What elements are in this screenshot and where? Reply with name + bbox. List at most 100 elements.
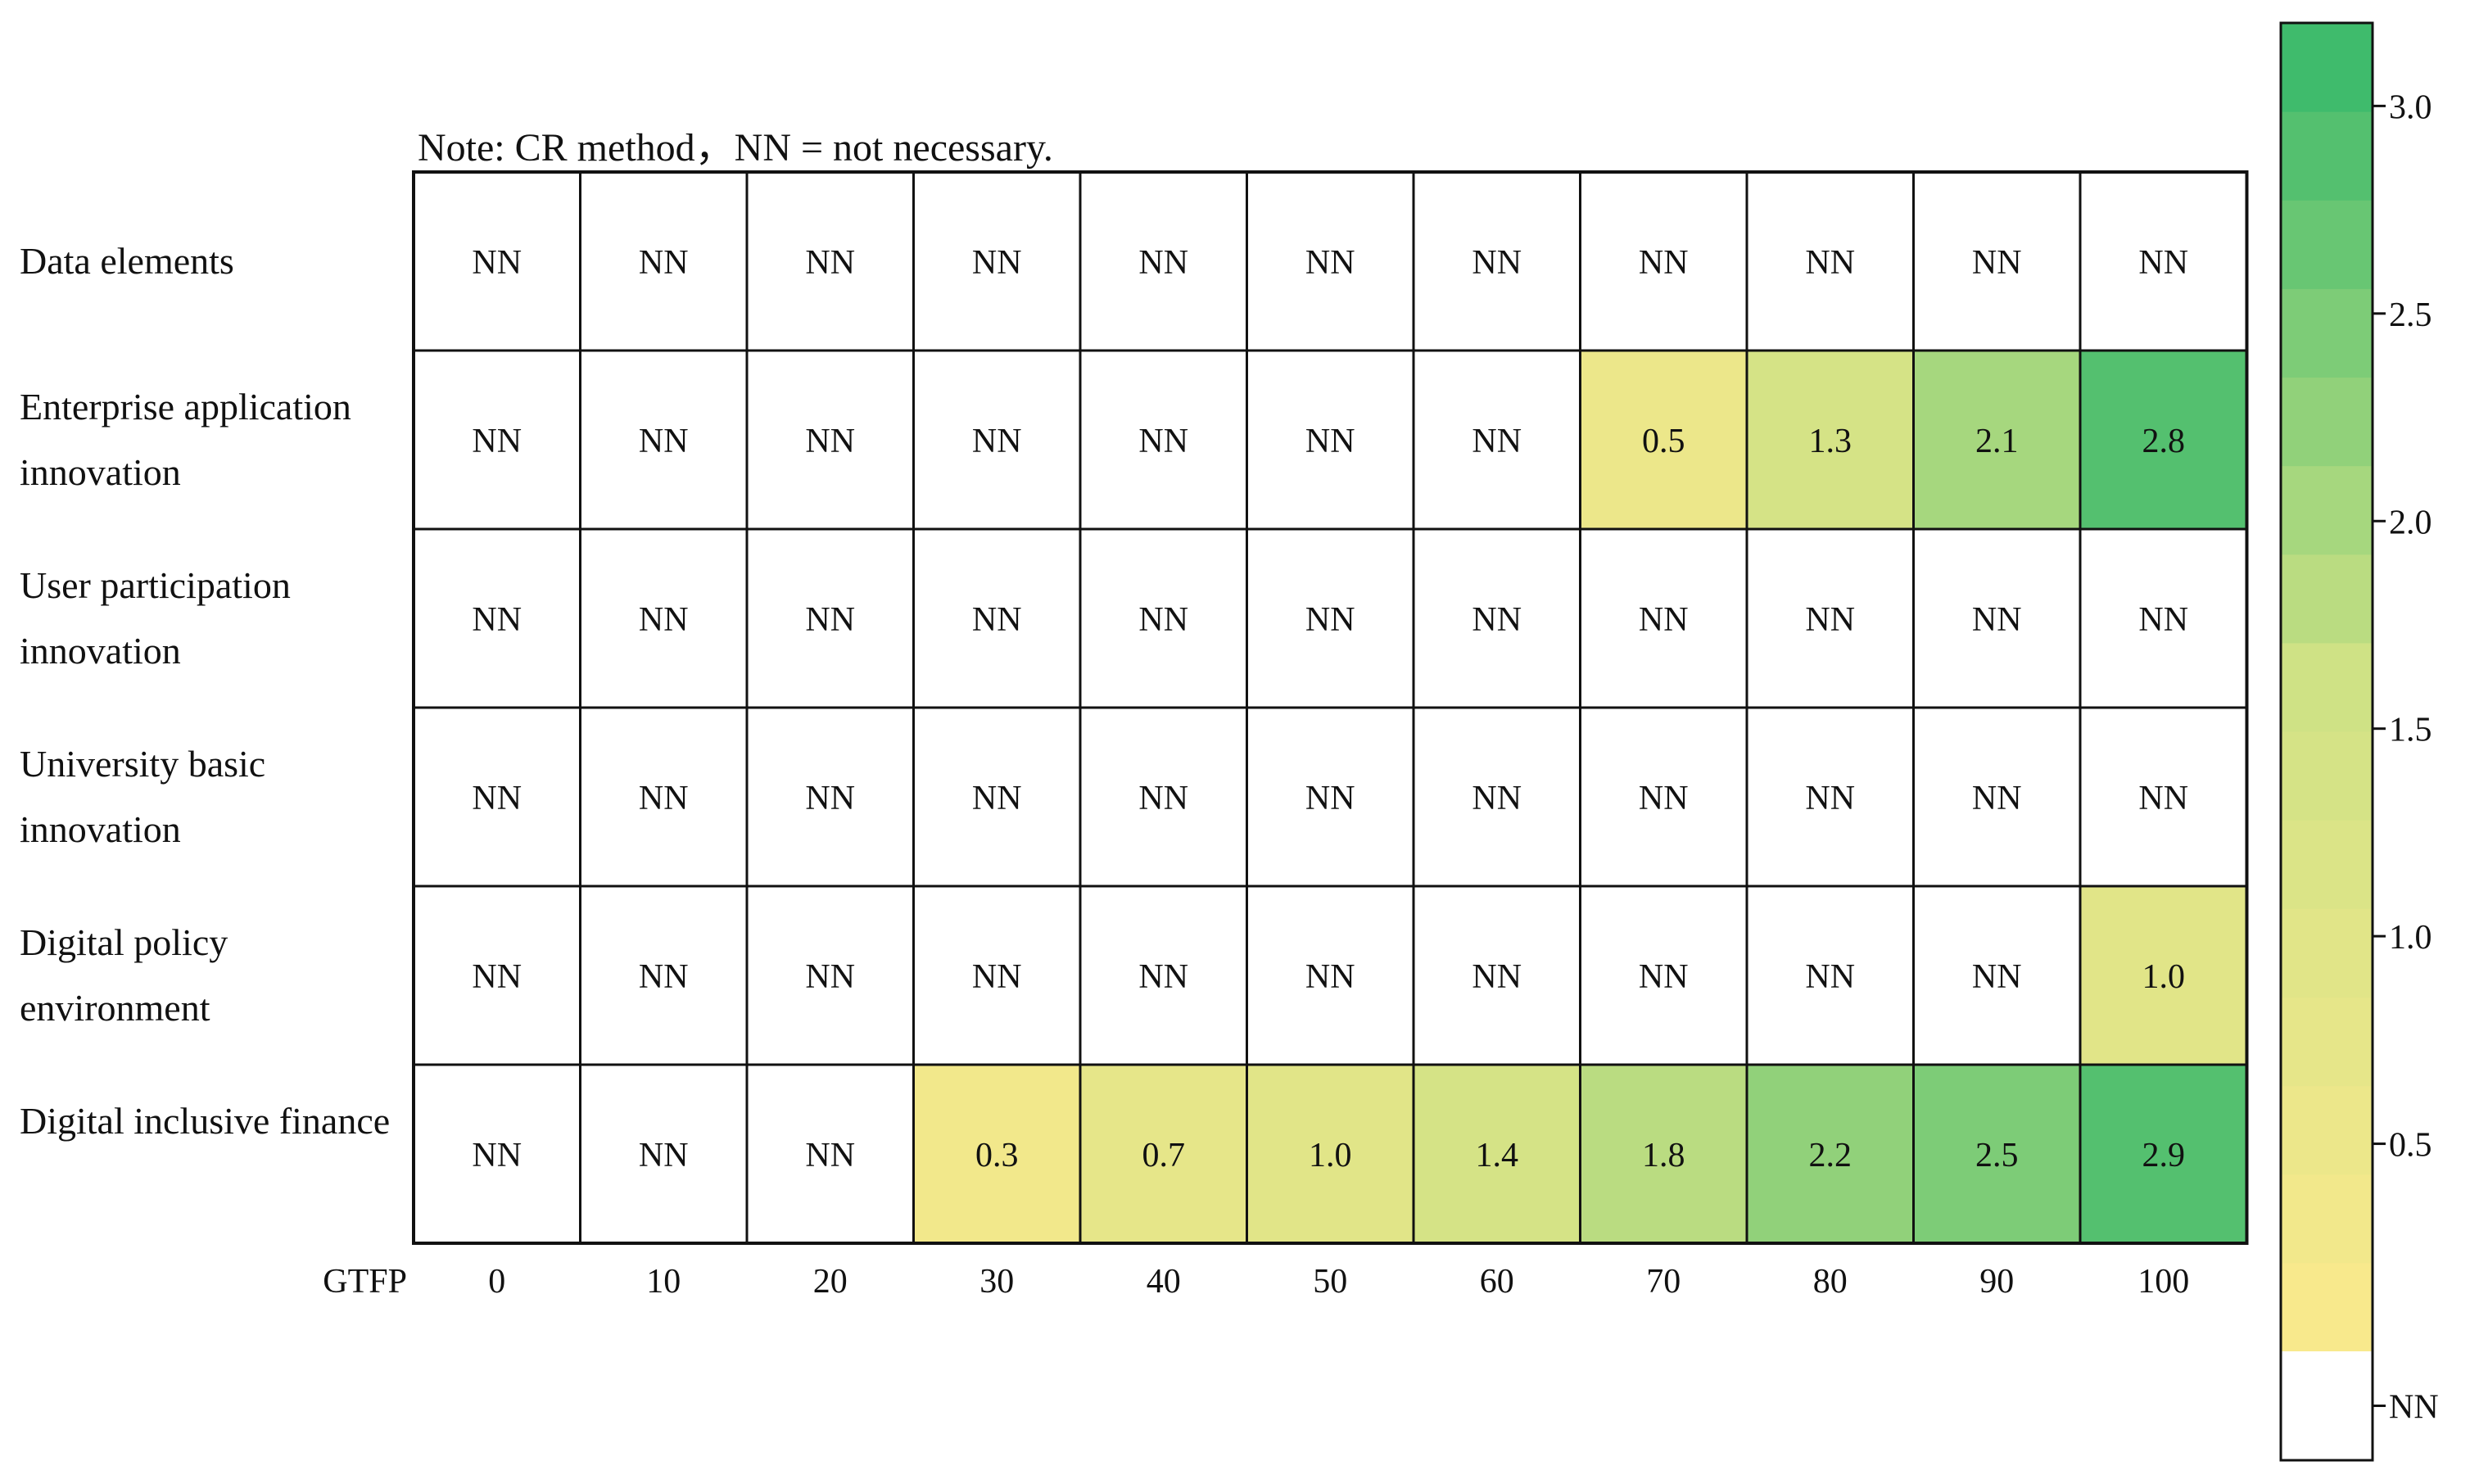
- cell-label: NN: [1472, 601, 1522, 639]
- cell-label: 1.3: [1809, 423, 1852, 460]
- heatmap-cell: [2079, 885, 2248, 1066]
- cell-label: NN: [1805, 244, 1855, 282]
- heatmap-border: [412, 170, 2249, 1245]
- colorbar-segment: [2281, 1174, 2373, 1264]
- x-tick-label: 60: [1480, 1263, 1514, 1301]
- heatmap-cell: [1912, 885, 2082, 1066]
- x-tick-label: 50: [1313, 1263, 1347, 1301]
- cell-label: NN: [472, 423, 522, 460]
- cell-label: NN: [1472, 780, 1522, 817]
- colorbar-segment: [2281, 820, 2373, 909]
- cell-label: NN: [639, 780, 689, 817]
- colorbar-segment: [2281, 1085, 2373, 1175]
- x-tick-label: 80: [1813, 1263, 1848, 1301]
- colorbar-segment: [2281, 554, 2373, 644]
- cell-label: NN: [1305, 958, 1355, 996]
- colorbar-border: [2279, 21, 2374, 1462]
- heatmap-cell: [1579, 170, 1748, 352]
- cell-label: 2.1: [1975, 423, 2019, 460]
- heatmap-cell: [745, 349, 915, 531]
- x-axis-title: GTFP: [323, 1263, 407, 1301]
- cell-label: NN: [1472, 244, 1522, 282]
- cell-label: NN: [1972, 601, 2022, 639]
- cell-label: NN: [972, 601, 1022, 639]
- cell-label: NN: [639, 244, 689, 282]
- heatmap-cell: [1246, 706, 1415, 888]
- row-label: Enterprise application innovation: [20, 386, 351, 493]
- cell-label: NN: [1472, 423, 1522, 460]
- row-label: Digital policy environment: [20, 921, 228, 1029]
- cell-label: NN: [1972, 244, 2022, 282]
- cell-label: NN: [805, 601, 855, 639]
- cell-label: NN: [1639, 601, 1689, 639]
- colorbar-segment: [2281, 642, 2373, 732]
- colorbar: 3.0 2.5 2.0 1.5 1.0 0.5 NN: [2279, 21, 2439, 1462]
- row-label: User participation innovation: [20, 564, 291, 672]
- x-tick-label: 10: [646, 1263, 681, 1301]
- heatmap-cells: NN NN NN NN NN NN NN NN NN NN NN NN NN NN NN NN NN NN 0.5 1…: [412, 170, 2249, 1245]
- heatmap-cell: [1412, 706, 1581, 888]
- heatmap-cell: [912, 885, 1082, 1066]
- cell-label: NN: [472, 601, 522, 639]
- cell-label: NN: [972, 423, 1022, 460]
- heatmap-cell: [1079, 1063, 1248, 1245]
- heatmap-cell: [1579, 885, 1748, 1066]
- colorbar-tick-label: NN: [2389, 1389, 2439, 1427]
- heatmap-cell: [745, 527, 915, 709]
- colorbar-segment: [2281, 997, 2373, 1087]
- x-tick-label: 100: [2137, 1263, 2189, 1301]
- cell-label: NN: [639, 601, 689, 639]
- cell-label: NN: [1305, 423, 1355, 460]
- heatmap-cell: [1745, 885, 1915, 1066]
- cell-label: NN: [1639, 780, 1689, 817]
- heatmap-cell: [2079, 527, 2248, 709]
- cell-label: NN: [972, 244, 1022, 282]
- heatmap-cell: [579, 349, 749, 531]
- heatmap-cell: [1745, 1063, 1915, 1245]
- heatmap-cell: [1745, 527, 1915, 709]
- cell-label: NN: [1972, 958, 2022, 996]
- colorbar-segment: [2281, 377, 2373, 467]
- cell-label: NN: [2138, 601, 2188, 639]
- cell-label: NN: [472, 780, 522, 817]
- x-tick-label: 70: [1646, 1263, 1681, 1301]
- colorbar-segment: [2281, 908, 2373, 998]
- cell-label: NN: [472, 1137, 522, 1174]
- cell-label: NN: [2138, 780, 2188, 817]
- cell-label: NN: [639, 423, 689, 460]
- cell-label: NN: [1138, 780, 1188, 817]
- cell-label: NN: [1305, 780, 1355, 817]
- cell-label: NN: [1305, 244, 1355, 282]
- cell-label: 2.5: [1975, 1137, 2019, 1174]
- colorbar-segment: [2281, 23, 2373, 112]
- cell-label: NN: [805, 244, 855, 282]
- x-tick-label: 20: [813, 1263, 848, 1301]
- heatmap-cell: [1579, 527, 1748, 709]
- heatmap-cell: [579, 885, 749, 1066]
- heatmap-cell: [1912, 1063, 2082, 1245]
- cell-label: NN: [972, 958, 1022, 996]
- cell-label: 1.4: [1476, 1137, 1519, 1174]
- heatmap-cell: [1579, 1063, 1748, 1245]
- colorbar-segment: [2281, 1262, 2373, 1352]
- x-axis: GTFP 0 10 20 30 40 50 60 70 80 90 100: [323, 1263, 2189, 1301]
- cell-label: NN: [805, 423, 855, 460]
- cell-label: NN: [639, 1137, 689, 1174]
- cell-label: NN: [805, 780, 855, 817]
- cell-label: NN: [472, 958, 522, 996]
- heatmap-cell: [1079, 527, 1248, 709]
- colorbar-segment: [2281, 200, 2373, 289]
- heatmap-cell: [745, 885, 915, 1066]
- heatmap-cell: [1745, 170, 1915, 352]
- heatmap-cell: [412, 1063, 581, 1245]
- cell-label: NN: [1138, 423, 1188, 460]
- cell-label: 1.0: [1309, 1137, 1352, 1174]
- heatmap-cell: [912, 706, 1082, 888]
- cell-label: NN: [1972, 780, 2022, 817]
- row-label: University basic innovation: [20, 743, 266, 850]
- cell-label: NN: [2138, 244, 2188, 282]
- x-tick-label: 90: [1979, 1263, 2014, 1301]
- heatmap-cell: [1412, 1063, 1581, 1245]
- cell-label: NN: [972, 780, 1022, 817]
